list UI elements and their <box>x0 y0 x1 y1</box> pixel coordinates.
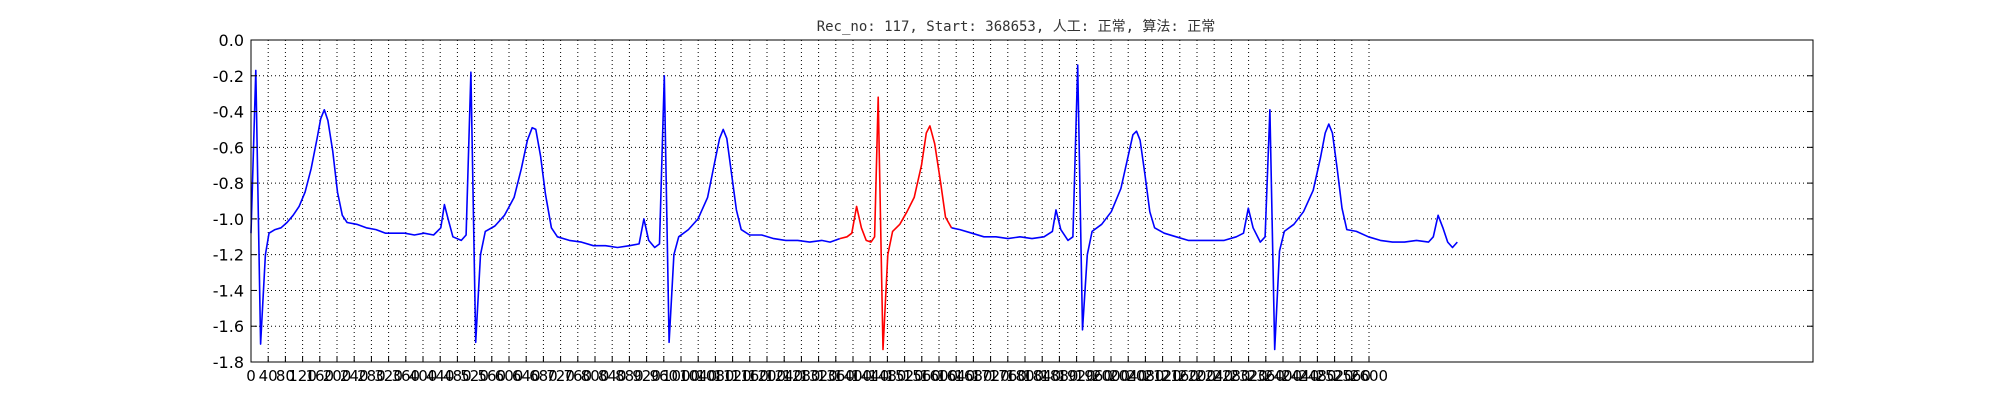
x-tick-label: 40 <box>259 367 278 385</box>
x-tick-label: 160 <box>305 367 334 385</box>
x-tick-label: 440 <box>426 367 455 385</box>
x-tick-label: 1800 <box>1006 367 1044 385</box>
x-tick-label: 840 <box>598 367 627 385</box>
x-tick-label: 1480 <box>868 367 906 385</box>
x-tick-label: 1920 <box>1058 367 1096 385</box>
x-tick-label: 920 <box>632 367 661 385</box>
ecg-series-line-2 <box>951 64 1458 351</box>
x-tick-label: 600 <box>495 367 524 385</box>
x-tick-label: 1400 <box>834 367 872 385</box>
x-tick-label: 800 <box>581 367 610 385</box>
x-tick-label: 1000 <box>662 367 700 385</box>
x-tick-label: 2360 <box>1247 367 1285 385</box>
x-tick-label: 2600 <box>1350 367 1388 385</box>
x-tick-label: 2080 <box>1126 367 1164 385</box>
x-tick-label: 2160 <box>1161 367 1199 385</box>
y-tick-label: 0.0 <box>219 31 244 50</box>
x-tick-label: 1200 <box>748 367 786 385</box>
y-tick-label: -0.2 <box>213 67 244 86</box>
x-tick-label: 200 <box>323 367 352 385</box>
x-tick-label: 1280 <box>782 367 820 385</box>
x-tick-label: 2560 <box>1333 367 1371 385</box>
y-tick-label: -1.8 <box>213 353 244 372</box>
x-tick-label: 1840 <box>1023 367 1061 385</box>
x-tick-label: 80 <box>276 367 295 385</box>
x-tick-label: 0 <box>246 367 256 385</box>
x-tick-label: 640 <box>512 367 541 385</box>
x-tick-label: 760 <box>563 367 592 385</box>
ecg-series-line-1 <box>839 96 953 351</box>
x-tick-label: 1600 <box>920 367 958 385</box>
x-tick-label: 1560 <box>903 367 941 385</box>
y-tick-label: -1.6 <box>213 317 244 336</box>
x-tick-label: 1760 <box>989 367 1027 385</box>
x-tick-label: 2120 <box>1144 367 1182 385</box>
series-group <box>250 64 1458 351</box>
x-tick-label: 1360 <box>817 367 855 385</box>
grid <box>250 39 1813 363</box>
x-tick-label: 1640 <box>937 367 975 385</box>
x-tick-label: 2480 <box>1298 367 1336 385</box>
x-axis: 0 408012016020024028032036040044048052056… <box>246 356 1388 385</box>
y-tick-label: -1.2 <box>213 246 244 265</box>
y-tick-label: -0.8 <box>213 174 244 193</box>
x-tick-label: 1040 <box>679 367 717 385</box>
x-tick-label: 2280 <box>1212 367 1250 385</box>
y-tick-label: -1.0 <box>213 210 244 229</box>
ecg-series-line-0 <box>250 69 841 345</box>
x-tick-label: 960 <box>649 367 678 385</box>
x-tick-label: 2240 <box>1195 367 1233 385</box>
x-tick-label: 2000 <box>1092 367 1130 385</box>
x-tick-label: 720 <box>546 367 575 385</box>
y-tick-label: -0.4 <box>213 103 244 122</box>
x-tick-label: 480 <box>443 367 472 385</box>
x-tick-label: 400 <box>409 367 438 385</box>
x-tick-label: 240 <box>340 367 369 385</box>
x-tick-label: 320 <box>374 367 403 385</box>
x-tick-label: 2440 <box>1281 367 1319 385</box>
x-tick-label: 880 <box>615 367 644 385</box>
y-axis: 0.0 -0.2 -0.4 -0.6 -0.8 -1.0 -1.2 -1.4 -1.6 -1.8 <box>213 31 1813 372</box>
x-tick-label: 680 <box>529 367 558 385</box>
x-tick-label: 1160 <box>731 367 769 385</box>
x-tick-label: 2200 <box>1178 367 1216 385</box>
x-tick-label: 560 <box>477 367 506 385</box>
x-tick-label: 520 <box>460 367 489 385</box>
x-tick-label: 1320 <box>800 367 838 385</box>
x-tick-label: 2520 <box>1316 367 1354 385</box>
x-tick-label: 1880 <box>1040 367 1078 385</box>
y-tick-label: -0.6 <box>213 138 244 157</box>
x-tick-label: 1520 <box>886 367 924 385</box>
x-tick-label: 1680 <box>954 367 992 385</box>
x-tick-label: 2320 <box>1230 367 1268 385</box>
y-tick-label: -1.4 <box>213 281 244 300</box>
x-tick-label: 1080 <box>696 367 734 385</box>
x-tick-label: 2040 <box>1109 367 1147 385</box>
chart-title: Rec_no: 117, Start: 368653, 人工: 正常, 算法: … <box>817 19 1216 35</box>
x-tick-label: 120 <box>288 367 317 385</box>
x-tick-label: 1440 <box>851 367 889 385</box>
x-tick-label: 2400 <box>1264 367 1302 385</box>
x-tick-label: 1120 <box>714 367 752 385</box>
x-tick-label: 1720 <box>972 367 1010 385</box>
x-tick-label: 280 <box>357 367 386 385</box>
x-tick-label: 1960 <box>1075 367 1113 385</box>
x-tick-label: 1240 <box>765 367 803 385</box>
plot-frame <box>250 39 1814 363</box>
x-tick-label: 360 <box>391 367 420 385</box>
